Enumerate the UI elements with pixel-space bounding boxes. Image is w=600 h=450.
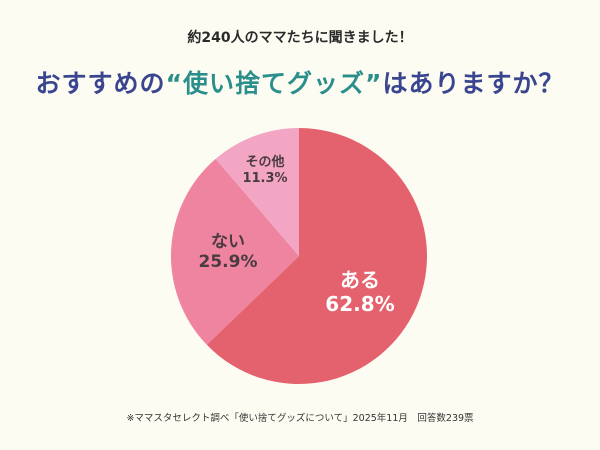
pie-slice bbox=[171, 158, 299, 345]
slice-pct: 25.9% bbox=[198, 252, 258, 273]
slice-pct: 11.3% bbox=[242, 170, 288, 186]
slice-pct: 62.8% bbox=[325, 292, 395, 316]
slice-label-nai: ない 25.9% bbox=[183, 232, 273, 273]
pie-slice bbox=[215, 128, 299, 256]
title-accent: “使い捨てグッズ” bbox=[165, 69, 383, 98]
slice-name: その他 bbox=[245, 155, 285, 170]
chart-title: おすすめの“使い捨てグッズ”はありますか？ bbox=[0, 64, 600, 100]
slice-label-other: その他 11.3% bbox=[225, 155, 305, 186]
title-post: はありますか？ bbox=[382, 69, 565, 98]
slice-name: ない bbox=[211, 232, 245, 252]
chart-subtitle: 約240人のママたちに聞きました！ bbox=[187, 30, 413, 46]
slice-name: ある bbox=[340, 268, 380, 292]
pie-slice bbox=[206, 128, 427, 384]
slice-label-aru: ある 62.8% bbox=[300, 268, 420, 316]
title-pre: おすすめの bbox=[35, 69, 166, 98]
source-note: ※ママスタセレクト調べ「使い捨てグッズについて」2025年11月 回答数239票 bbox=[126, 413, 474, 424]
